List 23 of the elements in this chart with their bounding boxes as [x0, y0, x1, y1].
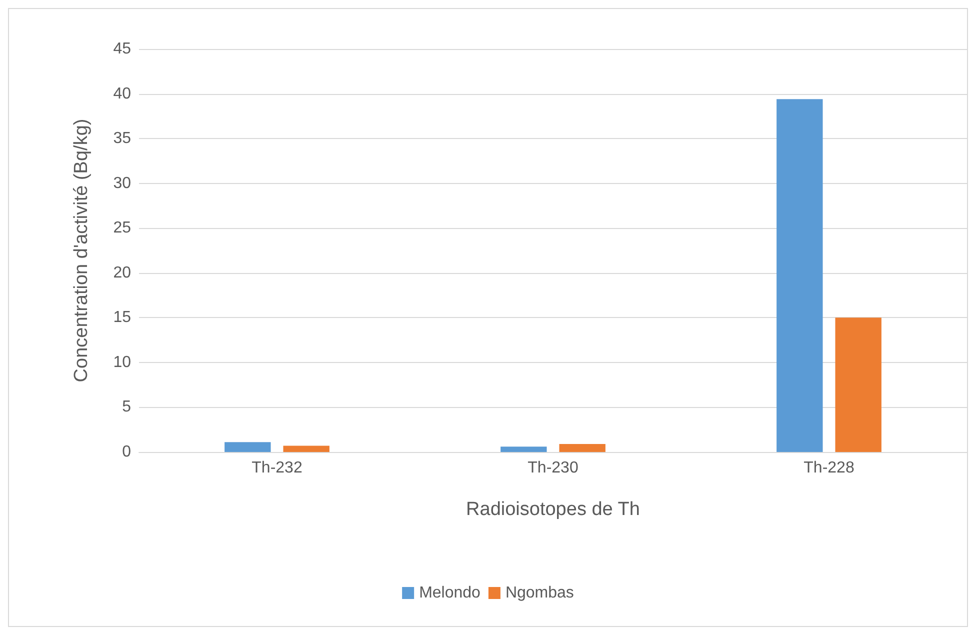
y-tick-label: 0: [122, 444, 132, 460]
bar: [500, 446, 547, 452]
y-tick-label: 10: [113, 354, 132, 371]
x-tick-label: Th-232: [252, 460, 302, 476]
y-axis-title: Concentration d'activité (Bq/kg): [71, 118, 92, 382]
y-tick-label: 40: [113, 85, 132, 102]
y-tick-label: 25: [113, 220, 132, 237]
x-tick-label: Th-228: [804, 460, 854, 476]
legend-label: Melondo: [419, 584, 481, 602]
bar: [835, 318, 882, 452]
bar: [283, 446, 330, 452]
y-tick-label: 15: [113, 309, 132, 326]
x-tick-label: Th-230: [528, 460, 578, 476]
legend-label: Ngombas: [505, 584, 574, 602]
y-tick-label: 20: [113, 264, 132, 282]
y-tick-label: 45: [113, 40, 132, 58]
y-tick-label: 35: [113, 130, 132, 148]
x-axis-title: Radioisotopes de Th: [466, 499, 640, 520]
bar: [559, 444, 606, 452]
y-tick-label: 5: [122, 398, 132, 416]
bar: [776, 99, 823, 452]
y-tick-label: 30: [113, 174, 132, 192]
bar: [224, 442, 271, 452]
